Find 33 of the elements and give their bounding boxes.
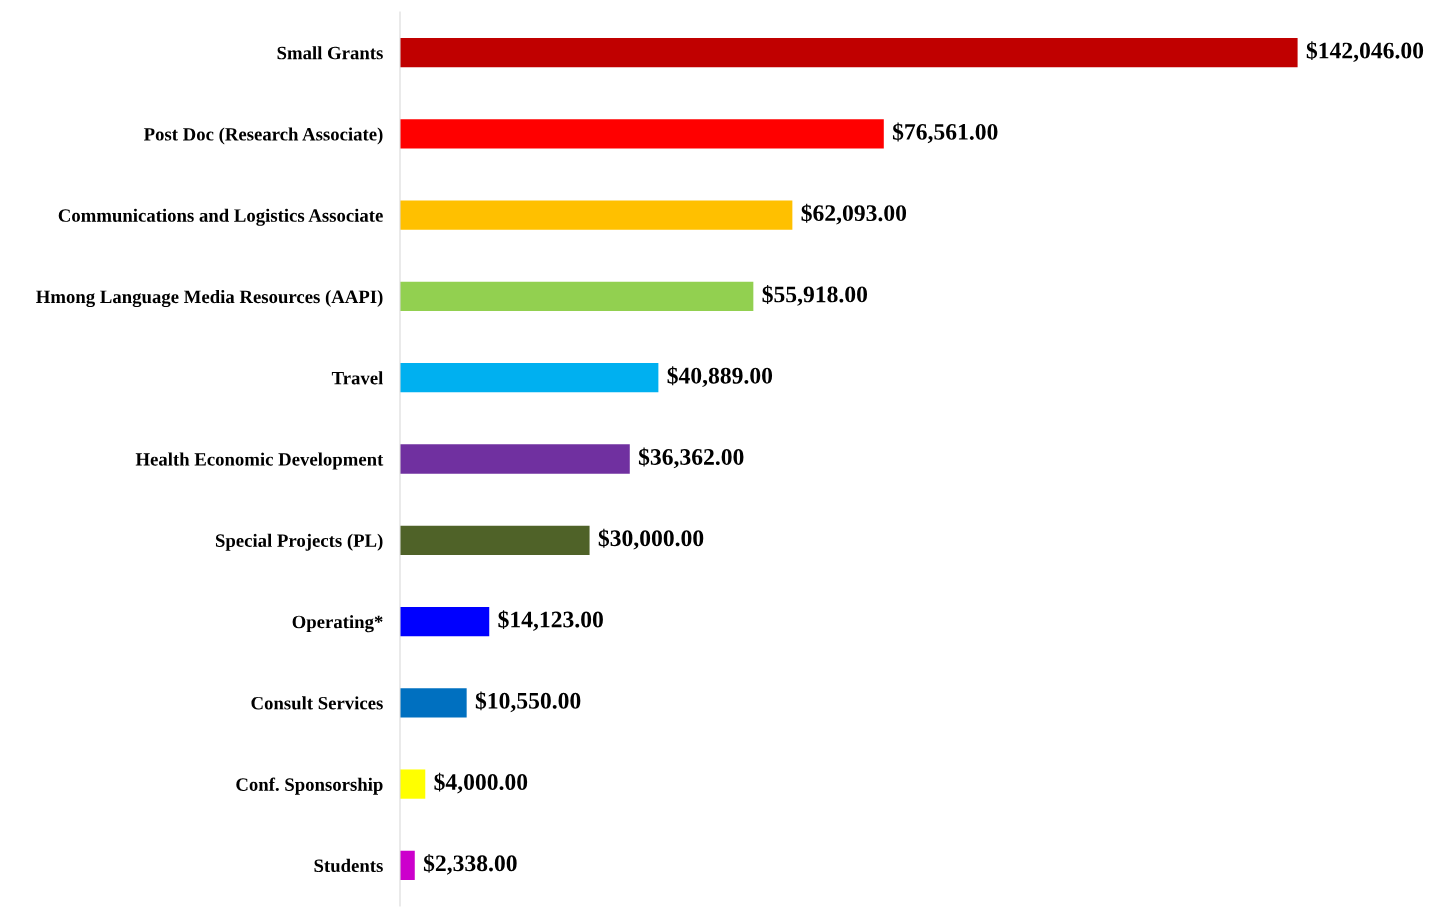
data-label: $10,550.00 — [475, 691, 581, 713]
bar — [400, 38, 1298, 68]
bar — [400, 281, 754, 312]
bar — [400, 444, 630, 474]
y-tick-label: Small Grants — [277, 46, 383, 60]
bar — [400, 850, 415, 880]
bar — [400, 688, 467, 718]
data-label: $2,338.00 — [423, 853, 517, 875]
y-tick-label: Health Economic Development — [135, 452, 384, 470]
data-label: $30,000.00 — [598, 528, 704, 550]
bar — [400, 525, 590, 555]
data-label: $14,123.00 — [498, 610, 603, 631]
data-label: $4,000.00 — [434, 772, 528, 794]
data-label: $55,918.00 — [762, 285, 868, 306]
data-label: $76,561.00 — [892, 122, 998, 144]
y-tick-label: Travel — [331, 371, 384, 385]
bar — [400, 606, 490, 637]
y-tick-label: Communications and Logistics Associate — [58, 208, 383, 226]
data-label: $40,889.00 — [667, 366, 773, 388]
bar — [400, 200, 793, 230]
data-label: $36,362.00 — [638, 447, 744, 469]
y-tick-label: Operating* — [292, 615, 383, 633]
y-tick-label: Post Doc (Research Associate) — [143, 127, 383, 145]
y-tick-label: Special Projects (PL) — [215, 533, 383, 551]
y-tick-label: Hmong Language Media Resources (AAPI) — [36, 289, 383, 308]
bar — [400, 119, 884, 149]
bar — [400, 363, 659, 393]
y-tick-label: Conf. Sponsorship — [236, 777, 383, 795]
y-tick-label: Students — [314, 858, 383, 873]
data-label: $62,093.00 — [801, 203, 907, 225]
data-label: $142,046.00 — [1306, 41, 1424, 62]
y-tick-label: Consult Services — [251, 696, 383, 710]
bar — [400, 769, 426, 799]
